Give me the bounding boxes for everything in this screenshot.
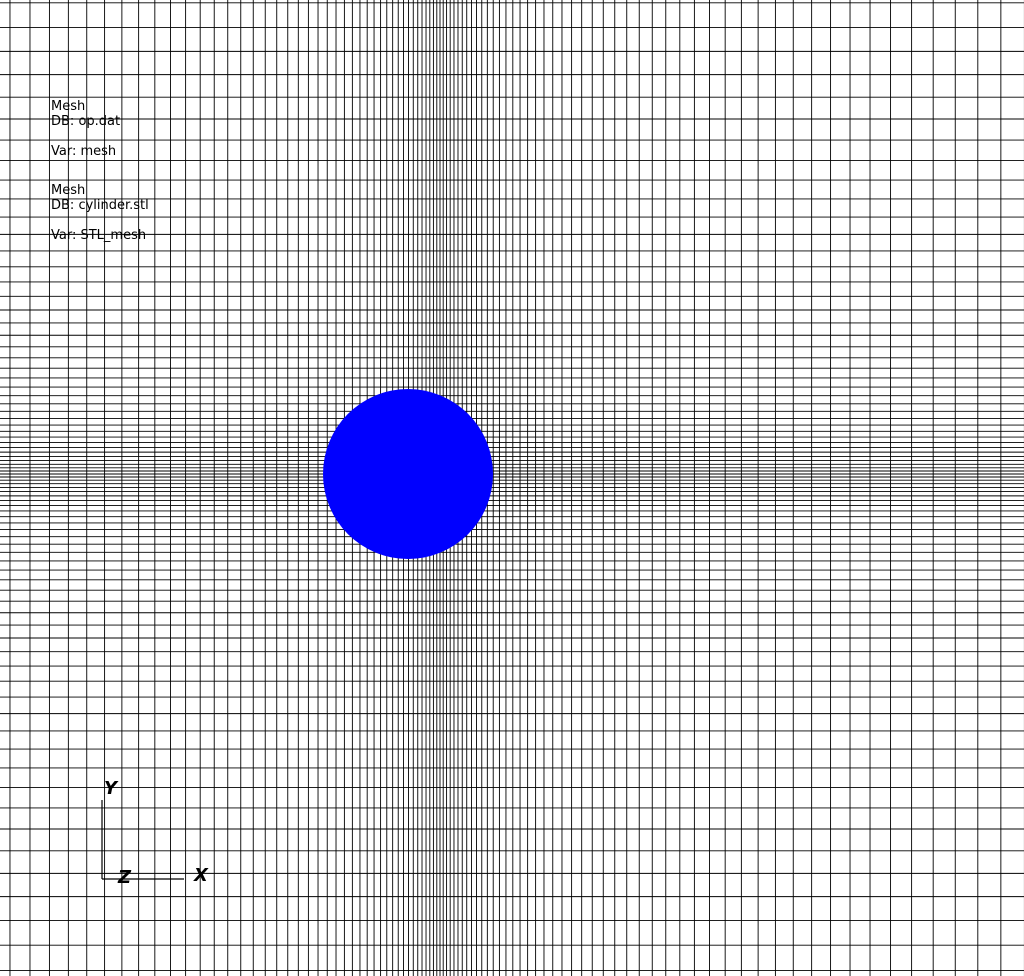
cylinder-stl-mesh — [323, 389, 493, 559]
legend-database: DB: cylinder.stl — [51, 198, 149, 213]
legend-op-dat-mesh: Mesh DB: op.dat Var: mesh — [51, 99, 120, 159]
legend-variable: Var: STL_mesh — [51, 228, 147, 243]
z-axis-label: Z — [118, 867, 132, 888]
legend-variable: Var: mesh — [51, 144, 117, 159]
legend-database: DB: op.dat — [51, 114, 121, 129]
x-axis-label: X — [194, 865, 208, 886]
legend-cylinder-stl-mesh: Mesh DB: cylinder.stl Var: STL_mesh — [51, 183, 149, 243]
legend-plot-type: Mesh — [51, 183, 86, 198]
legend-plot-type: Mesh — [51, 99, 86, 114]
y-axis-label: Y — [104, 778, 118, 799]
